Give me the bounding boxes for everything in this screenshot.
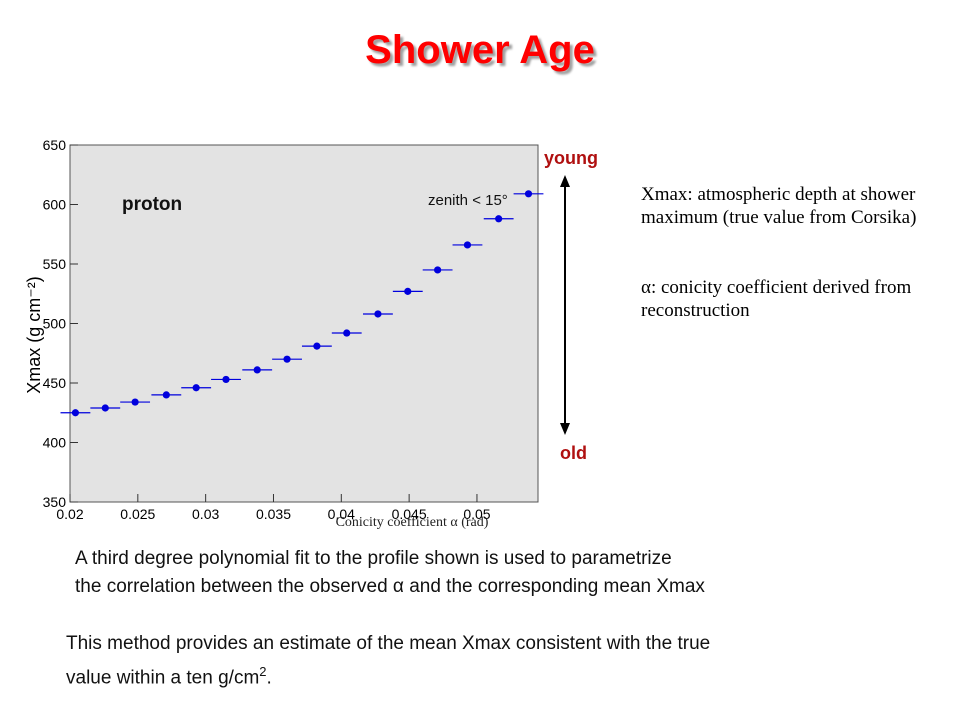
data-point <box>343 329 351 337</box>
description-xmax: Xmax: atmospheric depth at shower maximu… <box>641 184 917 228</box>
data-point <box>524 190 533 198</box>
estimate-text: value within a ten g/cm <box>66 667 260 689</box>
x-tick-label: 0.04 <box>328 506 355 522</box>
data-point <box>162 391 170 399</box>
data-point <box>222 375 230 384</box>
annotation-zenith: zenith < 15° <box>428 192 508 209</box>
paragraph-estimate-line-2: value within a ten g/cm2. <box>66 660 272 690</box>
data-point <box>313 342 321 350</box>
y-tick-label: 350 <box>43 494 67 510</box>
description-alpha: α: conicity coefficient derived from rec… <box>641 277 912 321</box>
data-point <box>495 215 503 223</box>
estimate-sup: 2 <box>259 664 267 679</box>
slide-title: Shower Age <box>365 28 595 72</box>
x-tick-label: 0.025 <box>120 506 155 522</box>
y-ticks: 350 400 450 500 550 600 650 <box>43 137 78 510</box>
data-point <box>71 409 80 417</box>
data-point <box>131 398 139 406</box>
y-tick-label: 450 <box>43 375 67 391</box>
x-tick-label: 0.02 <box>56 506 83 522</box>
age-arrow <box>560 175 570 435</box>
scatter-cloud <box>70 145 538 502</box>
paragraph-fit-line-1: A third degree polynomial fit to the pro… <box>75 548 672 569</box>
data-point <box>374 310 382 318</box>
x-ticks: 0.02 0.025 0.03 0.035 0.04 0.045 0.05 <box>56 494 491 522</box>
data-point <box>101 404 109 412</box>
y-tick-label: 500 <box>43 316 67 332</box>
y-axis-label: Xmax (g cm⁻²) <box>24 276 44 394</box>
paragraph-estimate-line-1: This method provides an estimate of the … <box>66 633 711 654</box>
x-tick-label: 0.05 <box>463 506 490 522</box>
estimate-period: . <box>266 667 272 689</box>
data-point <box>434 266 442 274</box>
data-point <box>404 287 412 295</box>
data-point <box>463 241 472 249</box>
y-tick-label: 400 <box>43 435 67 451</box>
data-point <box>283 355 291 363</box>
x-tick-label: 0.03 <box>192 506 219 522</box>
paragraph-fit-line-2: the correlation between the observed α a… <box>75 576 705 597</box>
annotation-proton: proton <box>122 194 182 215</box>
y-tick-label: 550 <box>43 256 67 272</box>
xmax-vs-conicity-chart: 0.02 0.025 0.03 0.035 0.04 0.045 0.05 350 400 45… <box>24 137 544 530</box>
profile-points <box>60 190 544 417</box>
x-tick-label: 0.045 <box>392 506 427 522</box>
data-point <box>253 366 261 374</box>
data-point <box>192 384 200 392</box>
y-tick-label: 600 <box>43 197 67 213</box>
y-tick-label: 650 <box>43 137 67 153</box>
label-young: young <box>544 148 598 168</box>
label-old: old <box>560 443 587 463</box>
x-axis-label: Conicity coefficient α (rad) <box>336 515 489 530</box>
x-tick-label: 0.035 <box>256 506 291 522</box>
